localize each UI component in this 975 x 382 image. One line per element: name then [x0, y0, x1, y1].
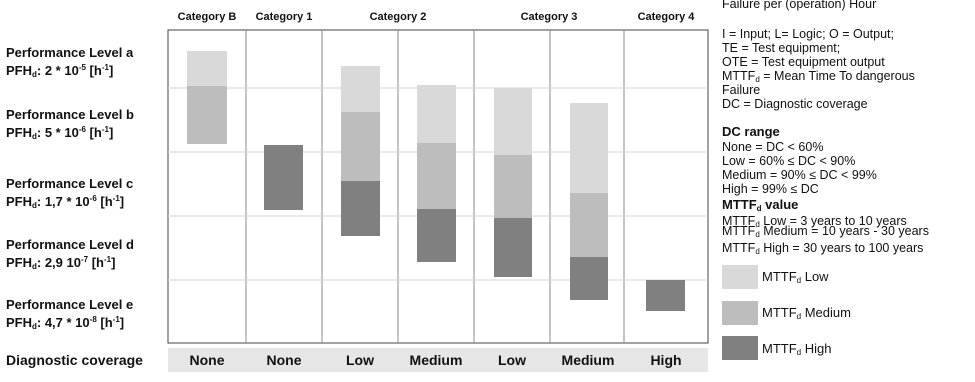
dc-range-none: None = DC < 60%	[722, 140, 824, 154]
legend-label-high: MTTFd High	[762, 341, 832, 357]
diagnostic-coverage-label: Diagnostic coverage	[6, 352, 143, 368]
abbrev-line-1: I = Input; L= Logic; O = Output;	[722, 27, 894, 41]
dc-value-cat-1: None	[266, 352, 302, 368]
dc-value-cat-b: None	[189, 352, 225, 368]
abbrev-line-3: OTE = Test equipment output	[722, 55, 885, 69]
bar-cat-2-med-medium	[417, 143, 456, 209]
category-b-header: Category B	[177, 11, 237, 23]
bar-cat-3-low-low	[494, 88, 532, 155]
performance-level-b: Performance Level b PFHd: 5 * 10-6 [h-1]	[6, 107, 134, 144]
bar-cat-b-medium	[187, 86, 227, 144]
mttfd-value-low: MTTFd Low = 3 years to 10 years	[722, 214, 907, 229]
pfh-value: PFHd: 1,7 * 10-6 [h-1]	[6, 194, 125, 210]
dc-range-high: High = 99% ≤ DC	[722, 182, 819, 196]
bar-cat-3-med-low	[570, 103, 608, 193]
pfh-value: PFHd: 4,7 * 10-8 [h-1]	[6, 315, 125, 331]
bar-cat-2-low-high	[341, 181, 380, 236]
dc-range-low: Low = 60% ≤ DC < 90%	[722, 154, 856, 168]
pl-label: Performance Level c	[6, 176, 134, 191]
chart-frame	[167, 29, 709, 344]
mttfd-value-medium: MTTFd Medium = 10 years - 30 years	[722, 224, 929, 239]
category-1-header: Category 1	[255, 11, 313, 23]
legend-label-low: MTTFd Low	[762, 269, 829, 285]
performance-level-a: Performance Level a PFHd: 2 * 10-5 [h-1]	[6, 45, 133, 82]
abbrev-line-2: TE = Test equipment;	[722, 41, 841, 55]
pl-label: Performance Level a	[6, 45, 134, 60]
mttfd-definition: MTTFd = Mean Time To dangerous	[722, 69, 915, 84]
bar-cat-3-med-medium	[570, 193, 608, 257]
bar-cat-2-med-low	[417, 85, 456, 143]
bar-cat-2-low-medium	[341, 112, 380, 181]
dc-range-medium: Medium = 90% ≤ DC < 99%	[722, 168, 877, 182]
legend-swatch-low	[722, 265, 758, 289]
mttfd-value-high: MTTFd High = 30 years to 100 years	[722, 241, 924, 256]
bar-cat-3-low-medium	[494, 155, 532, 218]
dc-value-cat-4: High	[650, 352, 682, 368]
dc-value-cat-2-medium: Medium	[409, 352, 463, 368]
performance-level-e: Performance Level e PFHd: 4,7 * 10-8 [h-…	[6, 297, 133, 334]
legend-label-medium: MTTFd Medium	[762, 305, 851, 321]
pfh-value: PFHd: 5 * 10-6 [h-1]	[6, 125, 114, 141]
dc-band	[168, 348, 708, 372]
pl-label: Performance Level e	[6, 297, 134, 312]
bar-cat-4-high	[646, 280, 685, 311]
pl-label: Performance Level d	[6, 237, 134, 252]
legend-swatch-medium	[722, 301, 758, 325]
mttfd-value-title: MTTFd value	[722, 197, 799, 214]
pl-label: Performance Level b	[6, 107, 134, 122]
legend-swatch-high	[722, 336, 758, 360]
dc-definition: DC = Diagnostic coverage	[722, 97, 868, 111]
bar-cat-1-high	[264, 145, 303, 210]
pfh-value: PFHd: 2,9 10-7 [h-1]	[6, 255, 116, 271]
dc-range-title: DC range	[722, 124, 780, 139]
bar-cat-3-med-high	[570, 257, 608, 300]
category-4-header: Category 4	[637, 11, 695, 23]
bar-cat-b-low	[187, 51, 227, 86]
category-3-header: Category 3	[520, 11, 578, 23]
performance-level-c: Performance Level c PFHd: 1,7 * 10-6 [h-…	[6, 176, 133, 213]
dc-value-cat-3-medium: Medium	[561, 352, 615, 368]
dc-value-cat-2-low: Low	[346, 352, 374, 368]
category-bars	[187, 51, 685, 311]
bar-cat-3-low-high	[494, 218, 532, 277]
bar-cat-2-low-low	[341, 66, 380, 112]
performance-level-d: Performance Level d PFHd: 2,9 10-7 [h-1]	[6, 237, 134, 274]
dc-value-cat-3-low: Low	[498, 352, 526, 368]
header-text: Failure per (operation) Hour	[722, 0, 877, 11]
bar-cat-2-med-high	[417, 209, 456, 262]
category-2-header: Category 2	[369, 11, 427, 23]
mttfd-definition-line2: Failure	[722, 83, 761, 97]
pfh-value: PFHd: 2 * 10-5 [h-1]	[6, 63, 114, 79]
